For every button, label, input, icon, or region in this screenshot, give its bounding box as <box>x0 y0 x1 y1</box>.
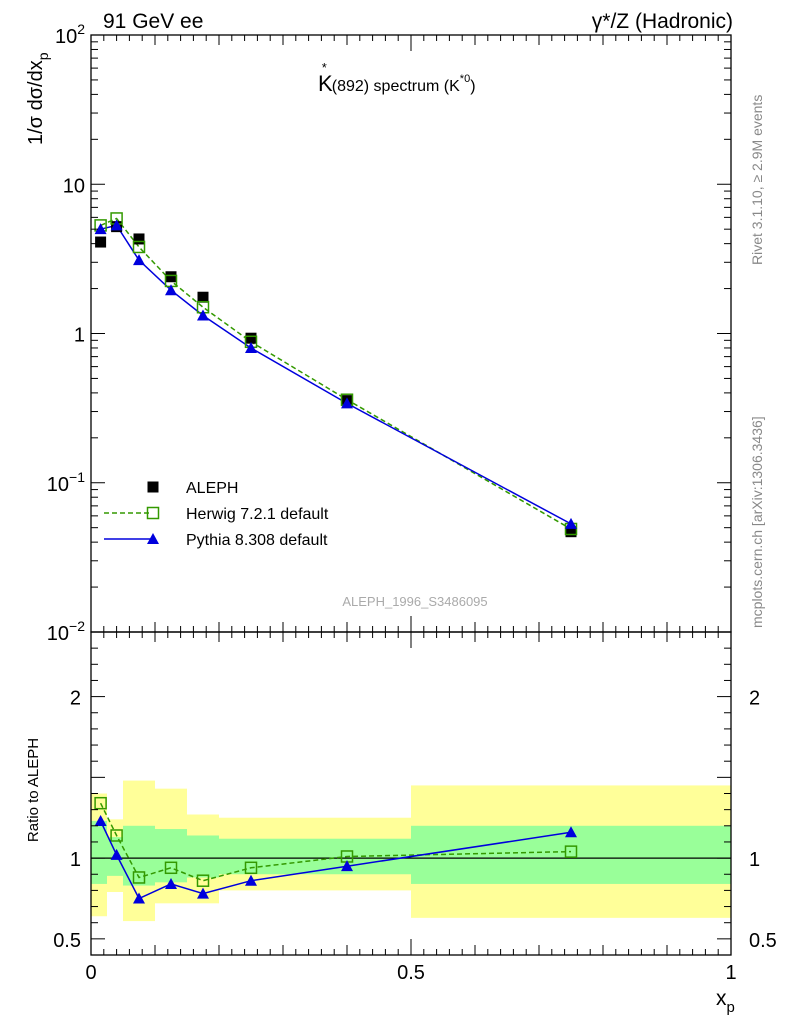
pythia-point <box>565 517 577 529</box>
ratio-y-tick-label-right: 1 <box>749 849 760 871</box>
analysis-watermark: ALEPH_1996_S3486095 <box>342 594 487 609</box>
band-inner <box>155 829 187 883</box>
herwig-ratio-line <box>99 802 572 882</box>
pythia-point <box>94 223 107 235</box>
series-layer <box>94 212 578 904</box>
pythia-point <box>197 309 209 321</box>
herwig-point <box>146 506 160 520</box>
header-right: γ*/Z (Hadronic) <box>592 10 733 33</box>
main-y-tick-label: 10−1 <box>47 469 85 496</box>
herwig-point <box>564 845 578 858</box>
band-inner <box>123 825 155 886</box>
y-axis-label-main: 1/σ dσ/dxp <box>25 52 51 145</box>
ratio-y-tick-label: 2 <box>70 688 81 710</box>
legend-label-herwig: Herwig 7.2.1 default <box>186 506 329 523</box>
title-sup: *0 <box>460 73 470 85</box>
pythia-point <box>165 877 177 889</box>
pythia-point <box>147 533 159 544</box>
band-inner <box>187 835 219 878</box>
pythia-point <box>165 284 177 296</box>
pythia-point <box>341 860 353 872</box>
aleph-point <box>197 291 209 303</box>
herwig-point <box>132 240 146 254</box>
herwig-point <box>94 796 107 810</box>
herwig-line <box>100 217 572 530</box>
pythia-point <box>197 887 209 899</box>
aleph-point <box>565 526 577 538</box>
legend: ALEPH Herwig 7.2.1 default Pythia 8.308 de… <box>104 480 329 549</box>
aleph-point <box>165 271 177 283</box>
herwig-point <box>164 861 178 875</box>
ratio-y-tick-label: 0.5 <box>53 930 81 952</box>
pythia-point <box>133 892 145 904</box>
header-left: 91 GeV ee <box>103 10 203 33</box>
rivet-label: Rivet 3.1.10, ≥ 2.9M events <box>749 95 765 265</box>
x-tick-label: 0 <box>85 962 96 984</box>
pythia-point <box>245 341 257 353</box>
ratio-y-tick-label-right: 2 <box>749 688 760 710</box>
legend-label-data: ALEPH <box>186 480 238 497</box>
ratio-uncertainty-bands <box>91 780 731 922</box>
pythia-point <box>94 814 107 826</box>
herwig-point <box>132 871 146 884</box>
pythia-ratio-line <box>99 820 572 900</box>
aleph-point <box>147 481 159 493</box>
band-inner <box>219 838 283 875</box>
pythia-point <box>133 254 145 266</box>
herwig-point <box>110 829 123 842</box>
plot-title: K* (892) spectrum (K*0) <box>318 60 476 96</box>
ratio-y-tick-label: 1 <box>70 849 81 871</box>
pythia-point <box>341 397 353 409</box>
main-y-tick-label: 1 <box>74 325 85 347</box>
pythia-line <box>100 224 572 525</box>
main-y-tick-label: 10 <box>63 175 85 197</box>
herwig-point <box>196 874 210 887</box>
title-star: * <box>322 60 327 75</box>
legend-label-pythia: Pythia 8.308 default <box>186 532 328 549</box>
ratio-y-tick-label-right: 0.5 <box>749 930 777 952</box>
pythia-point <box>565 826 577 838</box>
title-end: ) <box>470 78 475 95</box>
x-tick-label: 0.5 <box>397 962 425 984</box>
title-prefix: K <box>318 71 333 96</box>
aleph-point <box>133 233 145 245</box>
aleph-point <box>245 332 257 344</box>
pythia-point <box>245 874 257 886</box>
main-y-tick-label: 102 <box>55 21 85 48</box>
pythia-point <box>110 848 123 860</box>
band-inner <box>91 820 107 884</box>
y-axis-label-ratio: Ratio to ALEPH <box>25 738 42 842</box>
title-mid: (892) spectrum (K <box>332 78 460 95</box>
main-y-tick-label: 10−2 <box>47 618 85 645</box>
x-tick-label: 1 <box>725 962 736 984</box>
pythia-point <box>110 219 123 231</box>
herwig-point <box>244 861 258 875</box>
mcplots-label: mcplots.cern.ch [arXiv:1306.3436] <box>749 416 765 628</box>
x-axis-label: xp <box>716 987 735 1016</box>
aleph-point <box>95 236 107 248</box>
